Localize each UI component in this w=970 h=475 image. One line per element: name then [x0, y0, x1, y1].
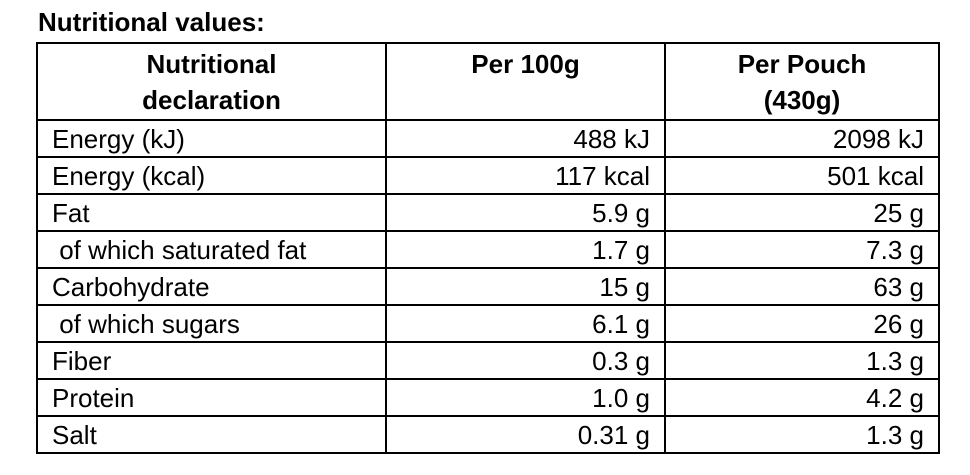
nutrient-value: 63 g [664, 267, 940, 306]
column-header: Per 100g [385, 42, 666, 121]
nutrition-table: Nutritional declaration Per 100g Per Pouch… [36, 42, 940, 454]
column-header: Nutritional declaration [36, 42, 387, 121]
nutrient-value: 5.9 g [385, 193, 666, 232]
table-row: Fiber 0.3 g 1.3 g [36, 341, 940, 380]
table-row: of which saturated fat 1.7 g 7.3 g [36, 230, 940, 269]
nutrient-label: Carbohydrate [36, 267, 387, 306]
table-row: Carbohydrate 15 g 63 g [36, 267, 940, 306]
nutrient-label: Fat [36, 193, 387, 232]
column-header: Per Pouch (430g) [664, 42, 940, 121]
nutrient-label: Salt [36, 415, 387, 454]
nutrient-value: 25 g [664, 193, 940, 232]
nutrient-value: 6.1 g [385, 304, 666, 343]
table-row: Salt 0.31 g 1.3 g [36, 415, 940, 454]
nutrient-value: 1.0 g [385, 378, 666, 417]
nutrient-value: 4.2 g [664, 378, 940, 417]
nutrient-value: 488 kJ [385, 119, 666, 158]
nutrient-value: 0.31 g [385, 415, 666, 454]
nutrient-value: 117 kcal [385, 156, 666, 195]
nutrient-label: Energy (kcal) [36, 156, 387, 195]
nutrient-label: of which sugars [36, 304, 387, 343]
nutrient-value: 1.3 g [664, 341, 940, 380]
nutrient-label: of which saturated fat [36, 230, 387, 269]
nutrient-value: 501 kcal [664, 156, 940, 195]
nutrient-value: 7.3 g [664, 230, 940, 269]
title: Nutritional values: [38, 7, 265, 37]
header-row: Nutritional declaration Per 100g Per Pouch… [36, 42, 940, 121]
nutrient-value: 0.3 g [385, 341, 666, 380]
table-head: Nutritional declaration Per 100g Per Pouch… [36, 42, 940, 121]
nutrient-label: Fiber [36, 341, 387, 380]
nutrient-value: 1.3 g [664, 415, 940, 454]
table-row: Protein 1.0 g 4.2 g [36, 378, 940, 417]
nutrient-value: 1.7 g [385, 230, 666, 269]
table-row: Energy (kcal) 117 kcal 501 kcal [36, 156, 940, 195]
nutrient-value: 15 g [385, 267, 666, 306]
table-row: of which sugars 6.1 g 26 g [36, 304, 940, 343]
nutrient-value: 26 g [664, 304, 940, 343]
table-row: Fat 5.9 g 25 g [36, 193, 940, 232]
nutrient-label: Energy (kJ) [36, 119, 387, 158]
table-row: Energy (kJ) 488 kJ 2098 kJ [36, 119, 940, 158]
nutrient-label: Protein [36, 378, 387, 417]
nutrient-value: 2098 kJ [664, 119, 940, 158]
table-body: Energy (kJ) 488 kJ 2098 kJ Energy (kcal) 117… [36, 119, 940, 454]
